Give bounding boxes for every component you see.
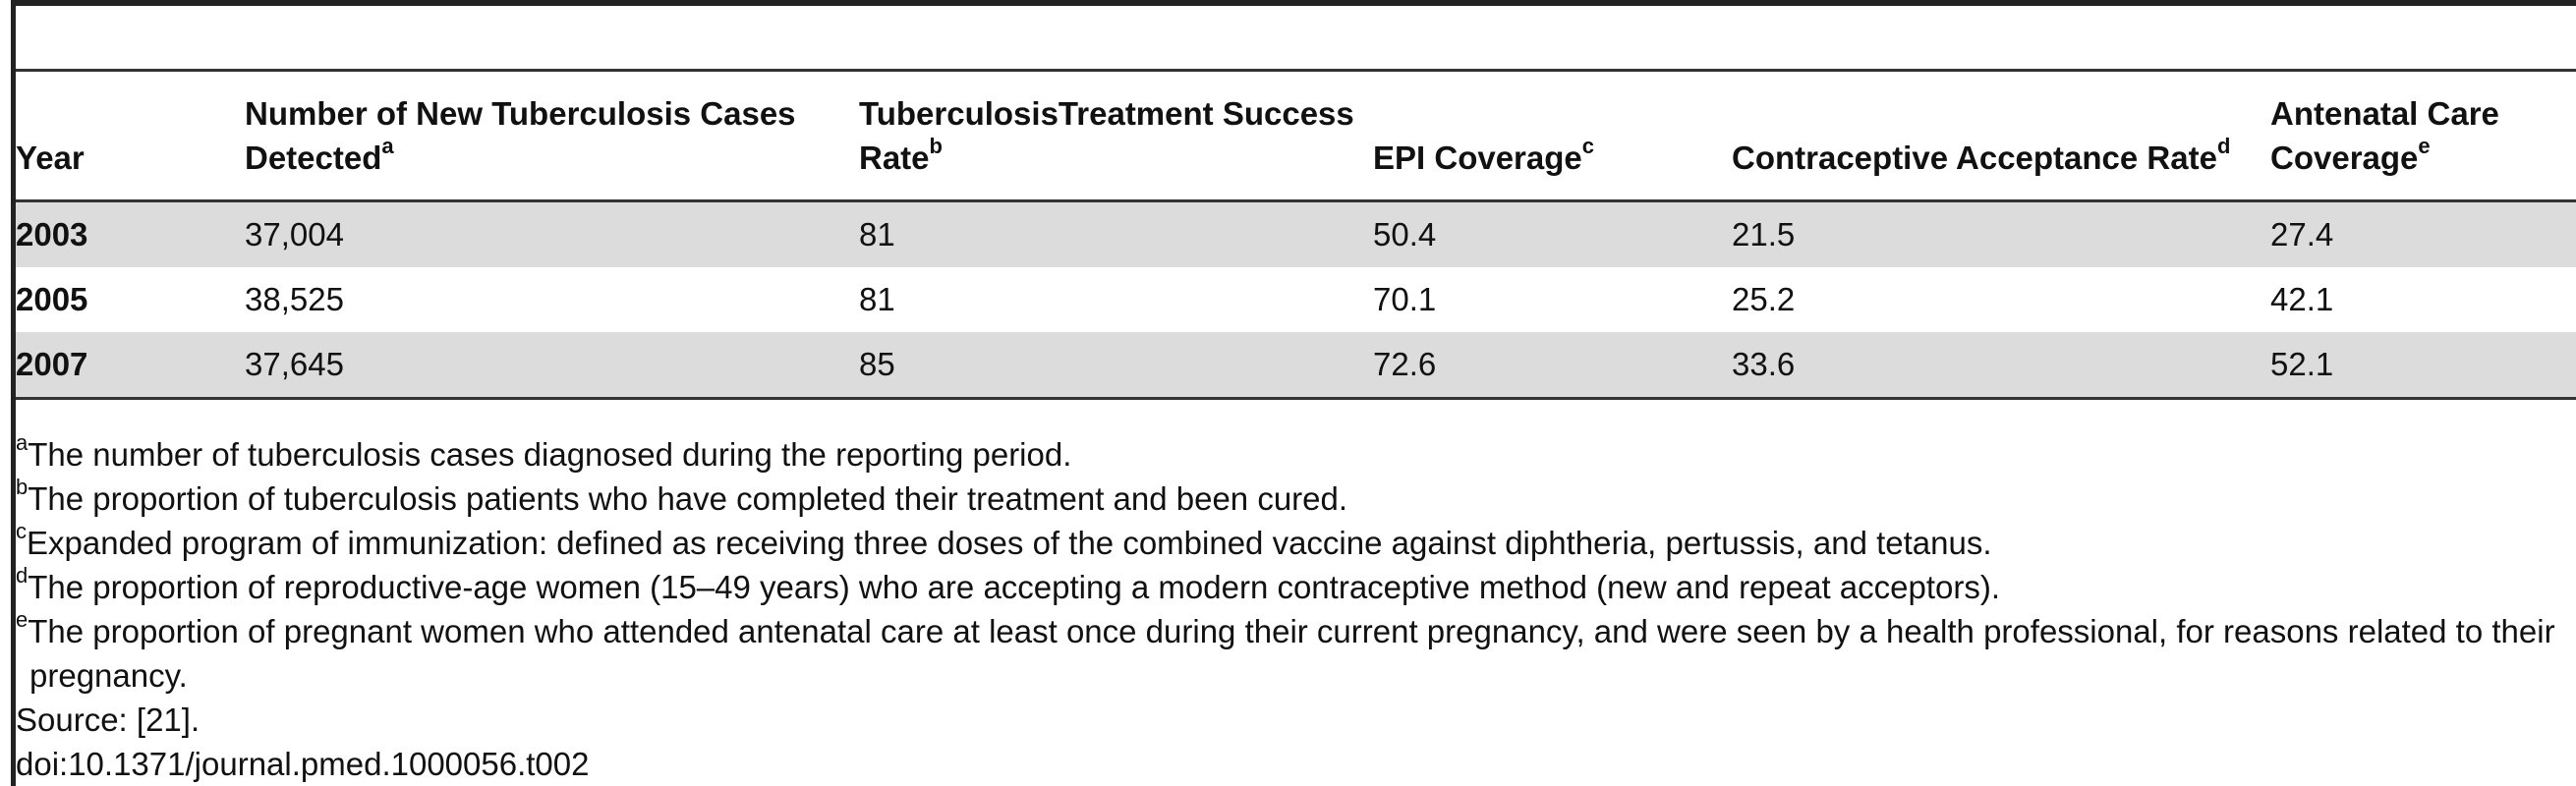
footnote-text: The number of tuberculosis cases diagnos… xyxy=(28,436,1072,473)
table-row: 2005 38,525 81 70.1 25.2 42.1 xyxy=(16,267,2576,332)
cell-new-tb-cases: 37,645 xyxy=(245,346,344,382)
footnote-marker: d xyxy=(16,563,29,588)
cell-epi-coverage: 70.1 xyxy=(1373,281,1437,317)
cell-antenatal-coverage: 27.4 xyxy=(2270,216,2334,253)
footnote-marker: d xyxy=(2216,134,2231,158)
cell-year: 2005 xyxy=(16,281,88,317)
footnote-marker: a xyxy=(16,430,29,455)
left-border-rule xyxy=(11,0,16,786)
footnote-marker: b xyxy=(16,475,29,499)
footnote-marker: e xyxy=(2418,134,2431,158)
footnote-e: eThe proportion of pregnant women who at… xyxy=(16,609,2576,698)
source-note: Source: [21]. xyxy=(16,702,200,738)
table-row: 2007 37,645 85 72.6 33.6 52.1 xyxy=(16,332,2576,399)
header-epi-coverage: EPI Coveragec xyxy=(1373,71,1732,201)
table-footnotes: aThe number of tuberculosis cases diagno… xyxy=(16,432,2576,786)
footnote-c: cExpanded program of immunization: defin… xyxy=(16,521,2576,565)
footnote-marker: b xyxy=(929,134,943,158)
header-row: Year Number of New Tuberculosis Cases De… xyxy=(16,70,2576,201)
cell-epi-coverage: 72.6 xyxy=(1373,346,1437,382)
table-row: 2003 37,004 81 50.4 21.5 27.4 xyxy=(16,200,2576,267)
footnote-a: aThe number of tuberculosis cases diagno… xyxy=(16,432,2576,477)
footnote-text: Expanded program of immunization: define… xyxy=(27,525,1992,561)
footnote-marker: c xyxy=(1581,134,1595,158)
cell-epi-coverage: 50.4 xyxy=(1373,216,1437,253)
cell-tb-success-rate: 85 xyxy=(859,346,895,382)
header-new-tb-cases: Number of New Tuberculosis Cases Detecte… xyxy=(245,71,859,201)
doi-link[interactable]: doi:10.1371/journal.pmed.1000056.t002 xyxy=(16,746,590,782)
footnote-text: The proportion of tuberculosis patients … xyxy=(28,480,1348,517)
footnote-text: The proportion of pregnant women who att… xyxy=(28,613,2555,694)
header-text: Contraceptive Acceptance Rate xyxy=(1732,140,2217,176)
cell-tb-success-rate: 81 xyxy=(859,216,895,253)
cell-tb-success-rate: 81 xyxy=(859,281,895,317)
cell-year: 2003 xyxy=(16,216,88,253)
header-text: EPI Coverage xyxy=(1373,140,1582,176)
header-year: Year xyxy=(16,140,85,176)
header-contraceptive-rate: Contraceptive Acceptance Rated xyxy=(1732,71,2270,201)
footnote-marker: c xyxy=(16,519,27,543)
cell-antenatal-coverage: 42.1 xyxy=(2270,281,2334,317)
table-body: 2003 37,004 81 50.4 21.5 27.4 2005 38,52… xyxy=(16,200,2576,399)
footnote-marker: a xyxy=(381,134,394,158)
header-antenatal-coverage: Antenatal Care Coveragee xyxy=(2270,71,2576,201)
cell-contraceptive-rate: 21.5 xyxy=(1732,216,1796,253)
cell-antenatal-coverage: 52.1 xyxy=(2270,346,2334,382)
top-border-rule xyxy=(11,0,2576,6)
table-header: Year Number of New Tuberculosis Cases De… xyxy=(16,70,2576,201)
footnote-d: dThe proportion of reproductive-age wome… xyxy=(16,565,2576,609)
footnote-text: The proportion of reproductive-age women… xyxy=(28,569,2001,605)
header-text: Number of New Tuberculosis Cases Detecte… xyxy=(245,95,796,176)
data-table: Year Number of New Tuberculosis Cases De… xyxy=(16,69,2576,400)
header-tb-success-rate: TuberculosisTreatment Success Rateb xyxy=(859,71,1373,201)
footnote-marker: e xyxy=(16,607,29,632)
cell-contraceptive-rate: 33.6 xyxy=(1732,346,1796,382)
cell-new-tb-cases: 38,525 xyxy=(245,281,344,317)
cell-contraceptive-rate: 25.2 xyxy=(1732,281,1796,317)
cell-new-tb-cases: 37,004 xyxy=(245,216,344,253)
header-text: Antenatal Care Coverage xyxy=(2270,95,2499,176)
footnote-b: bThe proportion of tuberculosis patients… xyxy=(16,477,2576,521)
header-text: TuberculosisTreatment Success Rate xyxy=(859,95,1354,176)
cell-year: 2007 xyxy=(16,346,88,382)
